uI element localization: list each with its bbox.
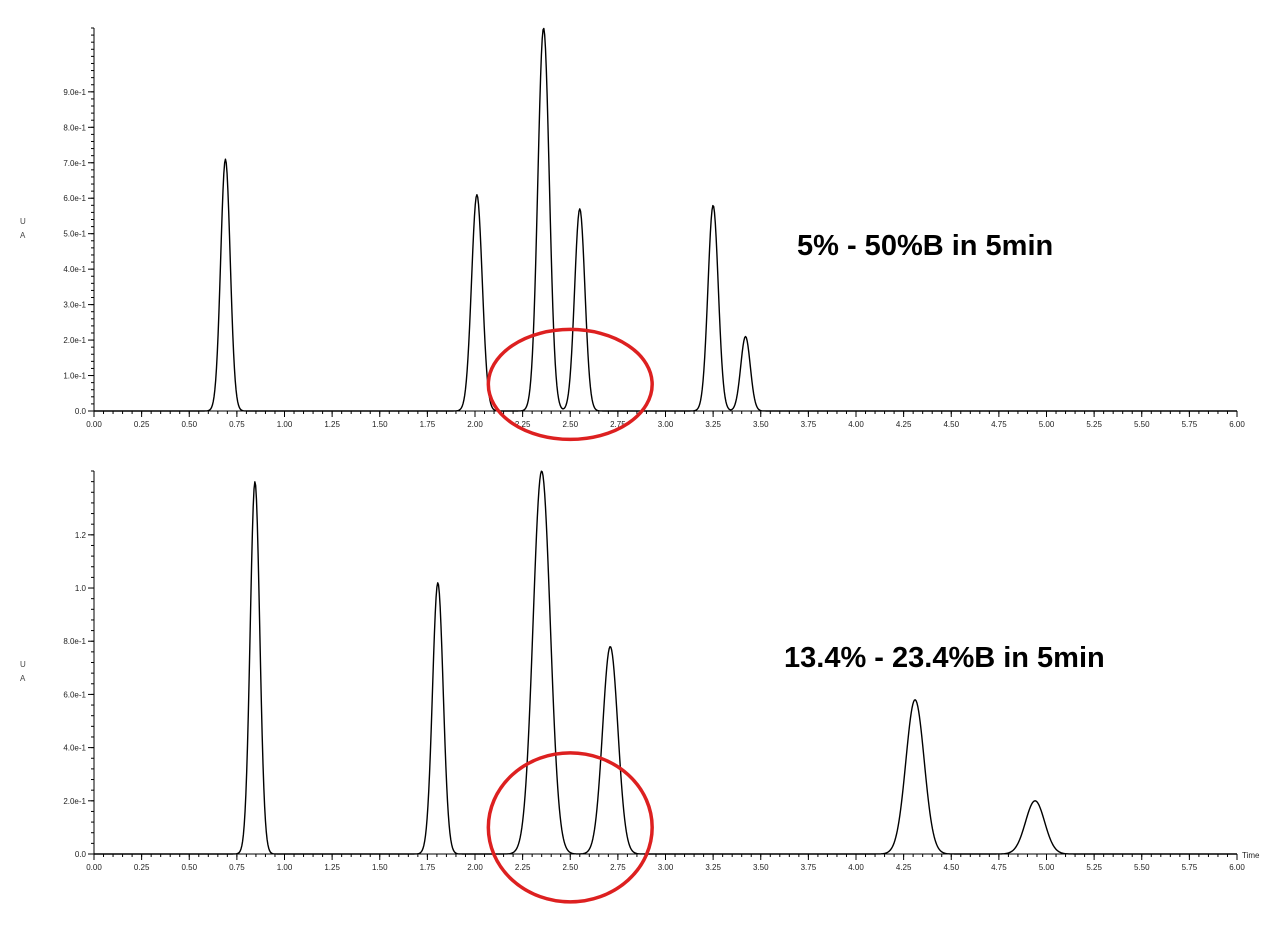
top-x-tick-label: 3.00 bbox=[658, 420, 674, 429]
top-chromatogram-panel: 0.0 1.0e-1 2.0e-1 3.0e-1 4.0e-1 5.0e-1 6.0e-1 7… bbox=[20, 27, 1245, 442]
top-x-tick-label: 5.75 bbox=[1182, 420, 1198, 429]
top-x-tick-label: 2.00 bbox=[467, 420, 483, 429]
top-x-axis: 0.00 0.25 0.50 0.75 1.00 1.25 1.50 1.75 2.00 2.25… bbox=[86, 410, 1245, 429]
bottom-y-tick-label: 0.0 bbox=[75, 850, 87, 859]
bottom-x-tick-label: 5.75 bbox=[1182, 863, 1198, 872]
bottom-x-tick-label: 0.00 bbox=[86, 863, 102, 872]
bottom-y-tick-label: 1.0 bbox=[75, 584, 87, 593]
top-x-tick-label: 4.50 bbox=[943, 420, 959, 429]
bottom-x-tick-label: 2.75 bbox=[610, 863, 626, 872]
top-chromatogram-trace bbox=[94, 27, 1237, 412]
bottom-x-tick-label: 1.50 bbox=[372, 863, 388, 872]
bottom-x-tick-label: 6.00 bbox=[1229, 863, 1245, 872]
bottom-chromatogram-panel: 0.02.0e-14.0e-16.0e-18.0e-11.01.2 0.00 0.… bbox=[20, 470, 1260, 904]
bottom-y-unit-bottom: A bbox=[20, 674, 26, 683]
bottom-x-tick-label: 1.75 bbox=[420, 863, 436, 872]
bottom-x-tick-label: 5.25 bbox=[1086, 863, 1102, 872]
top-highlight bbox=[486, 327, 654, 442]
top-x-tick-label: 3.25 bbox=[705, 420, 721, 429]
bottom-x-tick-label: 2.50 bbox=[562, 863, 578, 872]
top-x-tick-label: 5.25 bbox=[1086, 420, 1102, 429]
top-x-tick-label: 0.50 bbox=[181, 420, 197, 429]
bottom-x-tick-label: 4.75 bbox=[991, 863, 1007, 872]
bottom-x-tick-label: 0.75 bbox=[229, 863, 245, 872]
top-y-axis: 0.0 1.0e-1 2.0e-1 3.0e-1 4.0e-1 5.0e-1 6.0e-1 7… bbox=[63, 27, 95, 416]
top-x-tick-label: 3.75 bbox=[801, 420, 817, 429]
bottom-gradient-annotation: 13.4% - 23.4%B in 5min bbox=[784, 642, 1105, 674]
bottom-y-tick-label: 4.0e-1 bbox=[63, 744, 86, 753]
bottom-x-tick-label: 1.25 bbox=[324, 863, 340, 872]
top-y-tick-label: 2.0e-1 bbox=[63, 336, 86, 345]
top-x-tick-label: 3.50 bbox=[753, 420, 769, 429]
top-x-tick-label: 5.50 bbox=[1134, 420, 1150, 429]
bottom-x-tick-label: 5.00 bbox=[1039, 863, 1055, 872]
top-highlight-ellipse bbox=[486, 327, 654, 442]
top-y-tick-label: 5.0e-1 bbox=[63, 230, 86, 239]
top-x-tick-label: 4.00 bbox=[848, 420, 864, 429]
top-x-tick-label: 2.50 bbox=[562, 420, 578, 429]
bottom-x-axis: 0.00 0.25 0.50 0.75 1.00 1.25 1.50 1.75 2.00 2.25… bbox=[86, 853, 1245, 872]
bottom-x-tick-label: 3.25 bbox=[705, 863, 721, 872]
top-y-tick-label: 3.0e-1 bbox=[63, 301, 86, 310]
top-x-tick-label: 4.75 bbox=[991, 420, 1007, 429]
top-x-tick-label: 1.00 bbox=[277, 420, 293, 429]
top-x-tick-label: 1.25 bbox=[324, 420, 340, 429]
top-y-tick-label: 4.0e-1 bbox=[63, 265, 86, 274]
bottom-y-tick-label: 6.0e-1 bbox=[63, 690, 86, 699]
bottom-x-tick-label: 3.75 bbox=[801, 863, 817, 872]
bottom-x-tick-label: 2.00 bbox=[467, 863, 483, 872]
top-x-tick-label: 2.75 bbox=[610, 420, 626, 429]
bottom-trace bbox=[94, 470, 1237, 855]
top-x-tick-label: 0.25 bbox=[134, 420, 150, 429]
top-x-tick-label: 6.00 bbox=[1229, 420, 1245, 429]
bottom-y-tick-label: 1.2 bbox=[75, 531, 87, 540]
bottom-x-axis-label: Time bbox=[1242, 851, 1260, 860]
top-gradient-annotation: 5% - 50%B in 5min bbox=[797, 230, 1053, 262]
top-y-tick-label: 0.0 bbox=[75, 407, 87, 416]
bottom-x-tick-label: 3.00 bbox=[658, 863, 674, 872]
top-y-tick-label: 7.0e-1 bbox=[63, 159, 86, 168]
bottom-x-tick-label: 3.50 bbox=[753, 863, 769, 872]
top-y-tick-label: 1.0e-1 bbox=[63, 372, 86, 381]
bottom-highlight-ellipse bbox=[486, 751, 654, 904]
top-x-tick-label: 0.00 bbox=[86, 420, 102, 429]
top-x-tick-label: 1.50 bbox=[372, 420, 388, 429]
top-trace bbox=[94, 27, 1237, 412]
bottom-chromatogram-trace bbox=[94, 470, 1237, 855]
top-y-tick-label: 9.0e-1 bbox=[63, 88, 86, 97]
top-x-tick-label: 2.25 bbox=[515, 420, 531, 429]
bottom-y-tick-label: 8.0e-1 bbox=[63, 637, 86, 646]
top-y-tick-label: 6.0e-1 bbox=[63, 194, 86, 203]
bottom-x-tick-label: 4.00 bbox=[848, 863, 864, 872]
bottom-x-tick-label: 4.50 bbox=[943, 863, 959, 872]
bottom-y-unit-top: U bbox=[20, 660, 26, 669]
bottom-x-tick-label: 2.25 bbox=[515, 863, 531, 872]
top-x-tick-label: 0.75 bbox=[229, 420, 245, 429]
top-y-unit-top: U bbox=[20, 217, 26, 226]
bottom-y-tick-label: 2.0e-1 bbox=[63, 797, 86, 806]
top-x-tick-label: 4.25 bbox=[896, 420, 912, 429]
bottom-x-tick-label: 5.50 bbox=[1134, 863, 1150, 872]
top-y-unit-bottom: A bbox=[20, 231, 26, 240]
top-x-tick-label: 1.75 bbox=[420, 420, 436, 429]
bottom-y-axis: 0.0 2.0e-1 4.0e-1 6.0e-1 8.0e-1 1.0 1.2 bbox=[63, 470, 95, 859]
top-x-tick-label: 5.00 bbox=[1039, 420, 1055, 429]
top-y-tick-label: 8.0e-1 bbox=[63, 123, 86, 132]
bottom-x-tick-label: 4.25 bbox=[896, 863, 912, 872]
bottom-highlight bbox=[486, 751, 654, 904]
bottom-x-tick-label: 1.00 bbox=[277, 863, 293, 872]
bottom-x-tick-label: 0.25 bbox=[134, 863, 150, 872]
bottom-x-tick-label: 0.50 bbox=[181, 863, 197, 872]
